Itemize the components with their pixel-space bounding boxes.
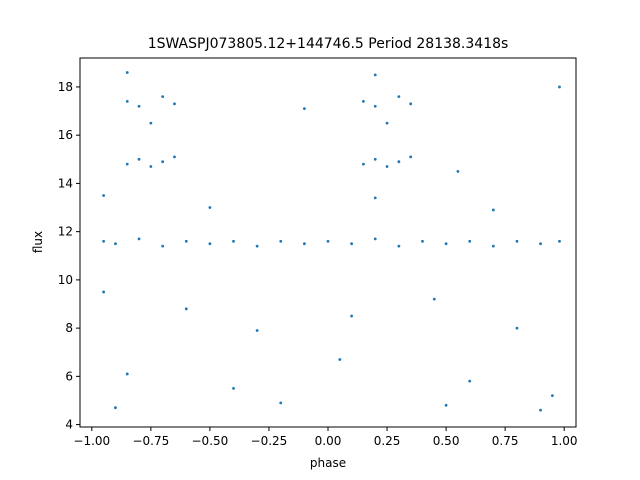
data-point [515,239,519,243]
y-axis-label: flux [31,231,45,253]
data-point [125,100,129,103]
data-point [208,206,212,209]
data-point [114,406,117,410]
data-point [397,244,401,248]
data-point [397,95,401,98]
data-point [373,157,377,161]
x-tick-label: 0.50 [433,434,460,448]
data-point [373,196,377,200]
data-point [102,290,106,294]
data-point [161,160,165,164]
y-tick-label: 12 [58,225,73,239]
y-tick-label: 10 [58,273,73,287]
data-point [550,394,554,398]
data-point [362,100,365,103]
data-point [515,326,519,330]
data-point [373,237,377,241]
data-point [184,239,188,243]
data-point [491,208,495,212]
data-point [232,239,235,243]
data-point [326,239,330,243]
data-point [539,242,542,246]
x-tick-label: 1.00 [551,434,578,448]
data-point [350,314,354,318]
data-point [137,157,141,161]
x-tick-label: −0.50 [192,434,229,448]
x-tick-label: 0.25 [374,434,401,448]
x-tick-label: −0.25 [251,434,288,448]
data-points [102,71,561,412]
data-point [444,242,448,246]
data-point [125,162,129,166]
data-point [302,107,306,111]
data-point [444,403,448,407]
data-point [173,102,176,106]
data-point [125,372,129,376]
data-point [373,104,377,108]
y-tick-label: 8 [65,321,73,335]
data-point [409,155,413,159]
data-point [102,239,106,243]
data-point [338,358,342,361]
data-point [137,104,141,108]
data-point [397,160,401,164]
data-point [558,239,561,243]
plot-frame [79,57,577,428]
y-tick-label: 18 [58,80,73,94]
y-tick-label: 16 [58,128,73,142]
x-axis-label: phase [310,456,346,470]
data-point [491,244,495,248]
data-point [539,408,542,412]
data-point [432,297,436,301]
data-point [421,239,424,243]
data-point [373,73,377,77]
data-point [161,244,165,248]
x-tick-label: 0.00 [315,434,342,448]
data-point [232,387,235,390]
data-point [208,242,212,246]
data-point [161,95,165,98]
data-point [385,165,389,168]
y-tick-label: 6 [65,369,73,383]
data-point [149,121,153,125]
data-point [468,239,472,243]
x-axis: −1.00 −0.75 −0.50 −0.25 0.00 0.25 0.50 0.75 1.00 [73,427,578,448]
data-point [558,85,561,89]
data-point [302,242,306,246]
data-point [102,194,106,197]
x-tick-label: −0.75 [132,434,169,448]
y-tick-label: 14 [58,176,73,190]
data-point [173,155,176,159]
x-tick-label: 0.75 [492,434,519,448]
data-point [125,71,129,74]
data-point [385,121,389,125]
x-tick-label: −1.00 [73,434,110,448]
data-point [279,401,283,405]
y-axis: 4 6 8 10 12 14 16 18 [58,80,80,432]
data-point [114,242,117,246]
y-tick-label: 4 [65,418,73,432]
chart-title: 1SWASPJ073805.12+144746.5 Period 28138.3… [148,36,509,52]
data-point [279,239,283,243]
data-point [456,169,460,173]
data-point [149,165,153,168]
data-point [468,379,472,383]
data-point [255,244,259,248]
data-point [350,242,354,246]
data-point [409,102,413,106]
data-point [362,162,365,166]
data-point [184,307,188,311]
data-point [137,237,141,241]
data-point [255,329,259,332]
